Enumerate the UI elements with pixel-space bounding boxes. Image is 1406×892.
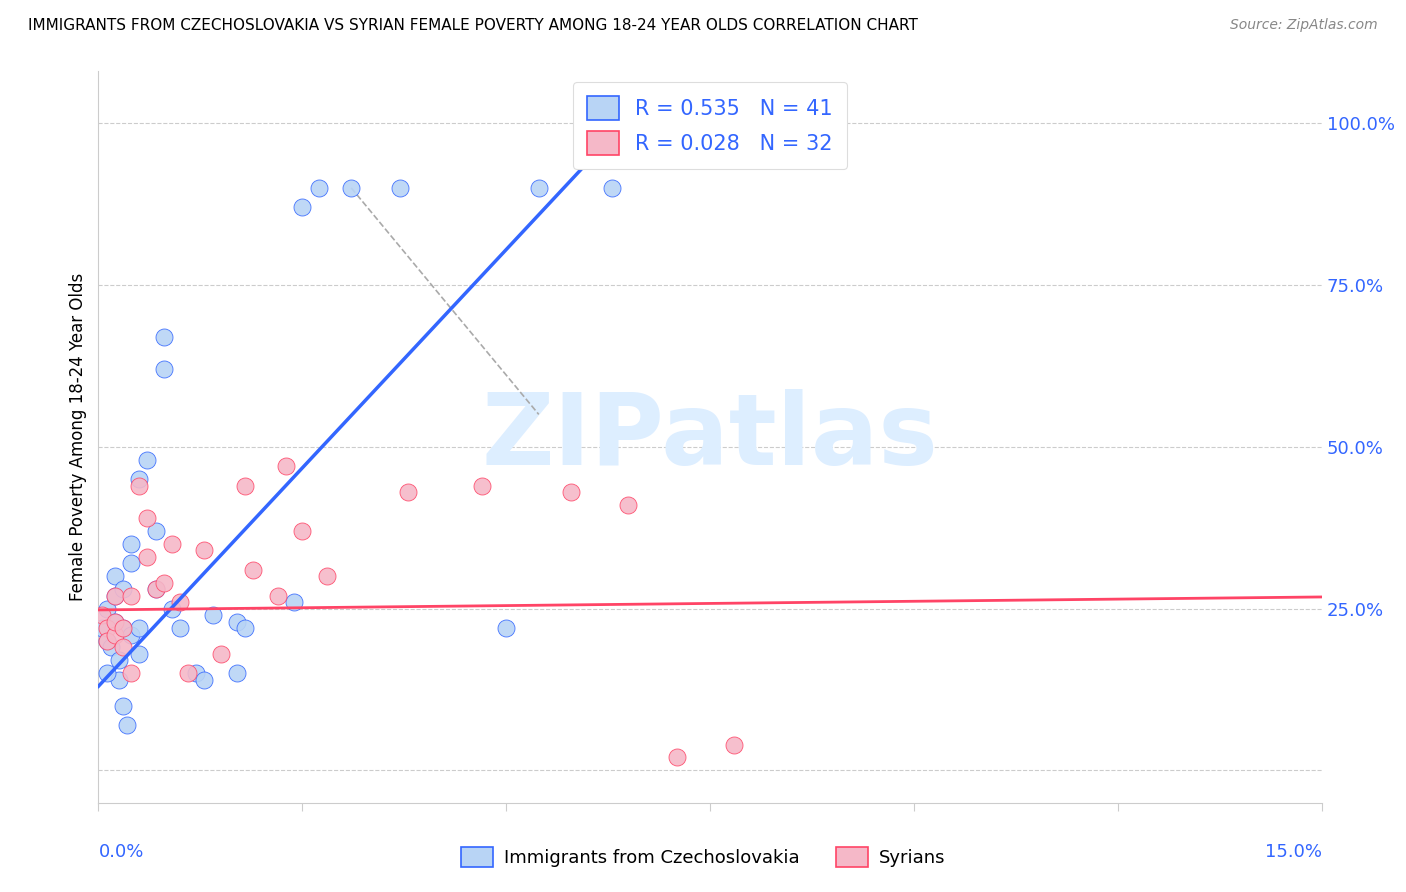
Point — [242, 563, 264, 577]
Point — [128, 647, 150, 661]
Point — [152, 330, 174, 344]
Point — [115, 718, 138, 732]
Point — [527, 181, 550, 195]
Point — [291, 524, 314, 538]
Point — [104, 589, 127, 603]
Point — [104, 615, 127, 629]
Text: 0.0%: 0.0% — [98, 843, 143, 861]
Legend: R = 0.535   N = 41, R = 0.028   N = 32: R = 0.535 N = 41, R = 0.028 N = 32 — [572, 82, 848, 169]
Point — [136, 549, 159, 564]
Point — [617, 498, 640, 512]
Point — [108, 673, 131, 687]
Point — [96, 601, 118, 615]
Point — [111, 582, 134, 597]
Point — [120, 589, 142, 603]
Text: IMMIGRANTS FROM CZECHOSLOVAKIA VS SYRIAN FEMALE POVERTY AMONG 18-24 YEAR OLDS CO: IMMIGRANTS FROM CZECHOSLOVAKIA VS SYRIAN… — [28, 18, 918, 33]
Point — [96, 666, 118, 681]
Point — [666, 750, 689, 764]
Point — [396, 485, 419, 500]
Point — [111, 640, 134, 655]
Point — [120, 537, 142, 551]
Point — [160, 601, 183, 615]
Point — [111, 621, 134, 635]
Point — [152, 575, 174, 590]
Legend: Immigrants from Czechoslovakia, Syrians: Immigrants from Czechoslovakia, Syrians — [453, 839, 953, 874]
Point — [96, 634, 118, 648]
Y-axis label: Female Poverty Among 18-24 Year Olds: Female Poverty Among 18-24 Year Olds — [69, 273, 87, 601]
Point — [108, 653, 131, 667]
Point — [495, 621, 517, 635]
Point — [152, 362, 174, 376]
Point — [91, 621, 114, 635]
Point — [136, 452, 159, 467]
Point — [291, 200, 314, 214]
Point — [96, 621, 118, 635]
Point — [128, 478, 150, 492]
Point — [274, 459, 297, 474]
Point — [96, 634, 118, 648]
Point — [193, 673, 215, 687]
Point — [315, 569, 337, 583]
Point — [104, 569, 127, 583]
Point — [120, 666, 142, 681]
Point — [136, 511, 159, 525]
Point — [723, 738, 745, 752]
Point — [128, 472, 150, 486]
Text: ZIPatlas: ZIPatlas — [482, 389, 938, 485]
Point — [91, 608, 114, 623]
Point — [233, 621, 256, 635]
Point — [111, 698, 134, 713]
Point — [128, 621, 150, 635]
Point — [186, 666, 208, 681]
Point — [120, 557, 142, 571]
Point — [226, 666, 249, 681]
Point — [160, 537, 183, 551]
Point — [100, 640, 122, 655]
Point — [201, 608, 224, 623]
Point — [209, 647, 232, 661]
Point — [169, 621, 191, 635]
Point — [145, 582, 167, 597]
Point — [267, 589, 290, 603]
Point — [340, 181, 363, 195]
Point — [145, 582, 167, 597]
Point — [226, 615, 249, 629]
Text: Source: ZipAtlas.com: Source: ZipAtlas.com — [1230, 18, 1378, 32]
Point — [145, 524, 167, 538]
Point — [104, 615, 127, 629]
Point — [120, 627, 142, 641]
Point — [169, 595, 191, 609]
Point — [283, 595, 305, 609]
Point — [233, 478, 256, 492]
Point — [177, 666, 200, 681]
Point — [389, 181, 412, 195]
Point — [471, 478, 494, 492]
Point — [600, 181, 623, 195]
Point — [193, 543, 215, 558]
Point — [104, 589, 127, 603]
Text: 15.0%: 15.0% — [1264, 843, 1322, 861]
Point — [560, 485, 582, 500]
Point — [308, 181, 330, 195]
Point — [104, 627, 127, 641]
Point — [111, 621, 134, 635]
